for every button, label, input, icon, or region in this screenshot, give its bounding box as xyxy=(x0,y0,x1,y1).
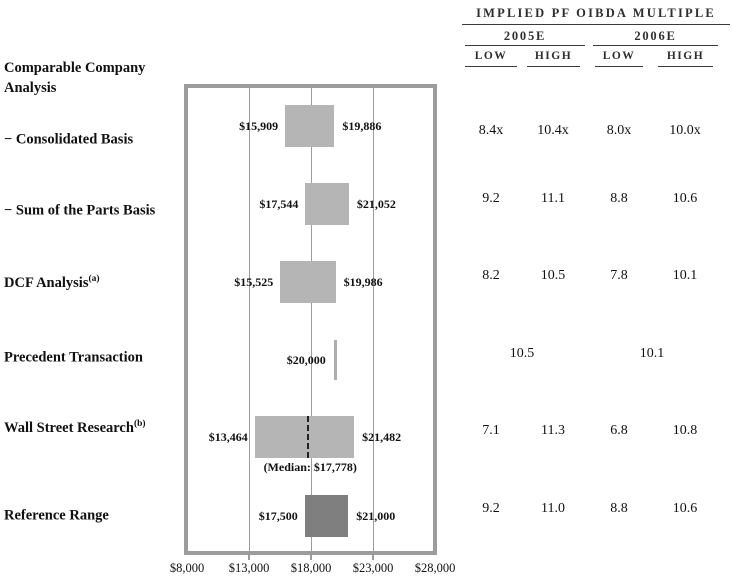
median-dashed-line xyxy=(307,416,310,458)
row-label: − Consolidated Basis xyxy=(4,132,190,149)
range-bar xyxy=(254,416,355,458)
multiple-value: 11.3 xyxy=(541,423,565,438)
multiple-value: 10.1 xyxy=(672,268,698,283)
bar-high-label: $19,886 xyxy=(342,119,382,133)
bar-high-label: $21,000 xyxy=(356,509,396,523)
row-label-text: Precedent Transaction xyxy=(4,349,143,366)
bar-high-label: $19,986 xyxy=(343,275,383,289)
multiple-value: 8.0x xyxy=(606,123,632,138)
gridline xyxy=(372,88,374,551)
multiple-value: 10.5 xyxy=(540,268,566,283)
multiple-value: 10.5 xyxy=(509,346,535,361)
axis-tick-label: $28,000 xyxy=(414,561,456,575)
bar-value-label: $20,000 xyxy=(286,353,326,367)
range-bar xyxy=(285,105,335,147)
bar-high-label: $21,482 xyxy=(362,430,402,444)
gridline xyxy=(310,88,312,551)
multiple-value: 9.2 xyxy=(482,501,500,516)
multiple-value: 7.8 xyxy=(610,268,628,283)
multiple-value: 11.1 xyxy=(541,191,565,206)
multiple-value: 11.0 xyxy=(541,501,565,516)
gridline xyxy=(248,88,250,551)
bar-low-label: $15,525 xyxy=(234,275,274,289)
row-label-text: − Sum of the Parts Basis xyxy=(4,202,156,219)
multiple-value: 10.4x xyxy=(537,123,569,138)
multiple-value: 10.6 xyxy=(672,501,698,516)
multiple-value: 8.8 xyxy=(610,191,628,206)
multiple-value: 10.6 xyxy=(672,191,698,206)
section-title: Comparable Company Analysis xyxy=(4,60,146,96)
row-label: DCF Analysis(a) xyxy=(4,274,190,292)
column-header-2005e-low: LOW xyxy=(474,50,508,62)
point-tick xyxy=(334,340,338,380)
multiple-value: 8.8 xyxy=(610,501,628,516)
row-label-superscript: (a) xyxy=(88,274,100,285)
row-label-text: − Consolidated Basis xyxy=(4,131,134,148)
range-bar xyxy=(305,183,349,225)
axis-tick xyxy=(310,555,312,560)
multiple-value: 8.4x xyxy=(478,123,504,138)
median-label: (Median: $17,778) xyxy=(263,460,357,474)
row-label: Precedent Transaction xyxy=(4,350,190,367)
bar-low-label: $17,500 xyxy=(258,509,298,523)
row-label: Wall Street Research(b) xyxy=(4,419,190,437)
multiple-value: 9.2 xyxy=(482,191,500,206)
axis-tick-label: $23,000 xyxy=(352,561,394,575)
multiple-value: 6.8 xyxy=(610,423,628,438)
row-label-text: Wall Street Research xyxy=(4,419,134,436)
bar-low-label: $17,544 xyxy=(259,197,299,211)
year-group-2006e-underline xyxy=(593,45,718,46)
column-header-2005e-high: HIGH xyxy=(534,50,573,62)
axis-tick-label: $18,000 xyxy=(290,561,332,575)
axis-tick xyxy=(372,555,374,560)
row-label: − Sum of the Parts Basis xyxy=(4,203,190,220)
title-underline xyxy=(462,24,730,25)
row-label-superscript: (b) xyxy=(133,419,146,430)
year-group-2005e: 2005E xyxy=(503,29,547,43)
year-group-2006e: 2006E xyxy=(634,29,677,43)
row-label: Reference Range xyxy=(4,508,190,525)
bar-high-label: $21,052 xyxy=(356,197,396,211)
multiple-value: 7.1 xyxy=(482,423,500,438)
axis-tick xyxy=(248,555,250,560)
column-underline xyxy=(658,66,713,67)
column-header-2006e-low: LOW xyxy=(602,50,636,62)
range-bar xyxy=(280,261,336,303)
multiple-value: 10.1 xyxy=(639,346,665,361)
bar-low-label: $15,909 xyxy=(239,119,279,133)
multiple-value: 10.0x xyxy=(669,123,701,138)
multiple-value: 10.8 xyxy=(672,423,698,438)
multiple-value: 8.2 xyxy=(482,268,500,283)
row-label-text: Reference Range xyxy=(4,507,109,524)
multiples-table-title: IMPLIED PF OIBDA MULTIPLE xyxy=(476,6,716,20)
row-label-text: DCF Analysis xyxy=(4,274,89,291)
bar-low-label: $13,464 xyxy=(208,430,248,444)
axis-tick-label: $8,000 xyxy=(169,561,205,575)
year-group-2005e-underline xyxy=(465,45,585,46)
axis-tick-label: $13,000 xyxy=(228,561,270,575)
column-underline xyxy=(527,66,580,67)
chart-frame xyxy=(184,84,437,555)
column-underline xyxy=(465,66,517,67)
column-underline xyxy=(595,66,643,67)
column-header-2006e-high: HIGH xyxy=(666,50,705,62)
range-bar xyxy=(304,495,349,537)
